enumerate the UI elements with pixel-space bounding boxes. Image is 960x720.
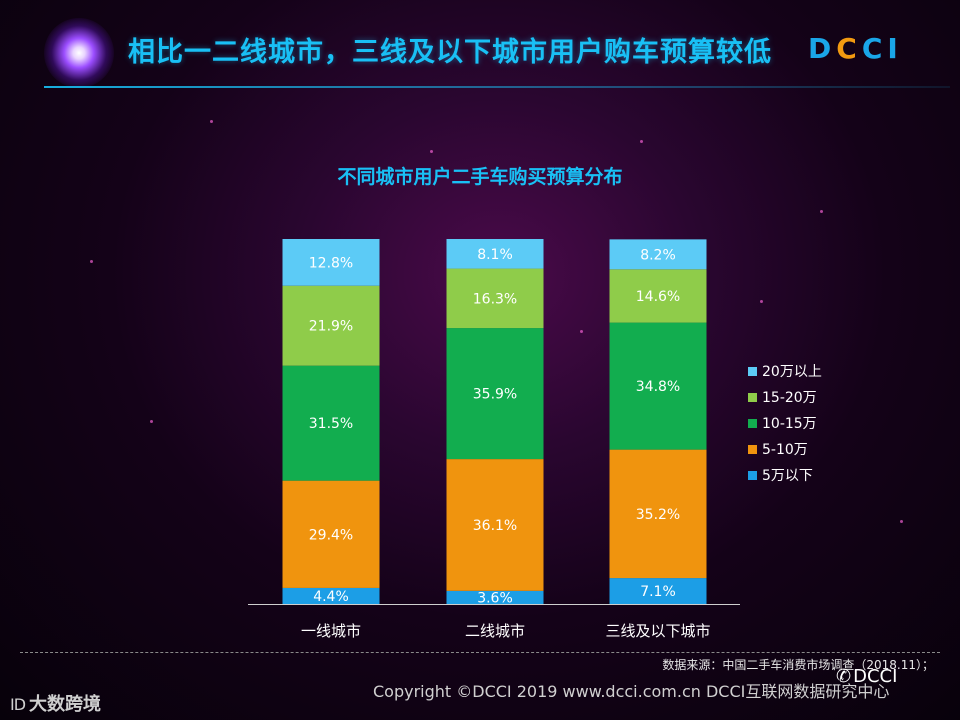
data-label-1-5: 12.8% [309,255,353,271]
brand-text: 大数跨境 [29,694,102,715]
data-label-1-4: 21.9% [309,319,353,335]
bar-segment-1-3 [282,365,380,481]
data-label-2-1: 3.6% [477,590,513,606]
wechat-text: DCCI [853,666,898,687]
bar-segment-2-1 [446,590,544,604]
legend-swatch-5 [748,471,757,480]
bar-segment-3-1 [609,578,707,604]
dcci-logo: DCCI [808,32,903,65]
bar-segment-2-3 [446,328,544,460]
slide-title: 相比一二线城市，三线及以下城市用户购车预算较低 [128,37,772,68]
brand-watermark: ID 大数跨境 [10,690,101,716]
data-label-3-5: 8.2% [640,247,676,263]
bar-segment-1-5 [282,239,380,286]
wechat-icon: ✆ [836,666,852,687]
data-label-3-2: 35.2% [636,507,680,523]
legend-swatch-3 [748,419,757,428]
title-underline [44,86,950,88]
legend-label-4: 5-10万 [762,442,808,458]
x-tick-label-3: 三线及以下城市 [605,622,710,640]
legend-swatch-1 [748,367,757,376]
legend-swatch-4 [748,445,757,454]
data-source: 数据来源：中国二手车消费市场调查（2018.11）； [662,658,934,672]
brand-mark-icon: ID [10,695,26,714]
legend-swatch-2 [748,393,757,402]
bar-segment-3-3 [609,322,707,450]
data-label-1-1: 4.4% [313,589,349,605]
x-tick-label-1: 一线城市 [301,622,361,640]
data-label-2-2: 36.1% [473,518,517,534]
legend-label-1: 20万以上 [762,364,822,380]
legend-label-2: 15-20万 [762,390,817,406]
legend-label-5: 5万以下 [762,468,813,484]
data-label-3-4: 14.6% [636,289,680,305]
copyright: Copyright ©DCCI 2019 www.dcci.com.cn DCC… [373,682,890,701]
x-tick-label-2: 二线城市 [465,622,525,640]
data-label-3-1: 7.1% [640,584,676,600]
data-label-1-3: 31.5% [309,416,353,432]
data-label-2-4: 16.3% [473,291,517,307]
data-label-2-3: 35.9% [473,387,517,403]
bar-segment-1-2 [282,480,380,588]
footer-divider [20,652,940,653]
chart-title: 不同城市用户二手车购买预算分布 [337,166,623,188]
bar-segment-2-2 [446,459,544,591]
data-label-3-3: 34.8% [636,379,680,395]
wechat-watermark: ✆ DCCI [836,666,897,687]
bar-segment-2-4 [446,268,544,329]
bar-segment-1-4 [282,285,380,366]
data-label-1-2: 29.4% [309,527,353,543]
data-label-2-5: 8.1% [477,247,513,263]
bar-segment-3-2 [609,449,707,579]
bar-segment-1-1 [282,587,380,604]
bar-segment-3-5 [609,239,707,270]
bar-segment-2-5 [446,239,544,269]
glow-orb-icon [44,18,114,88]
legend-label-3: 10-15万 [762,416,817,432]
bar-segment-3-4 [609,269,707,323]
